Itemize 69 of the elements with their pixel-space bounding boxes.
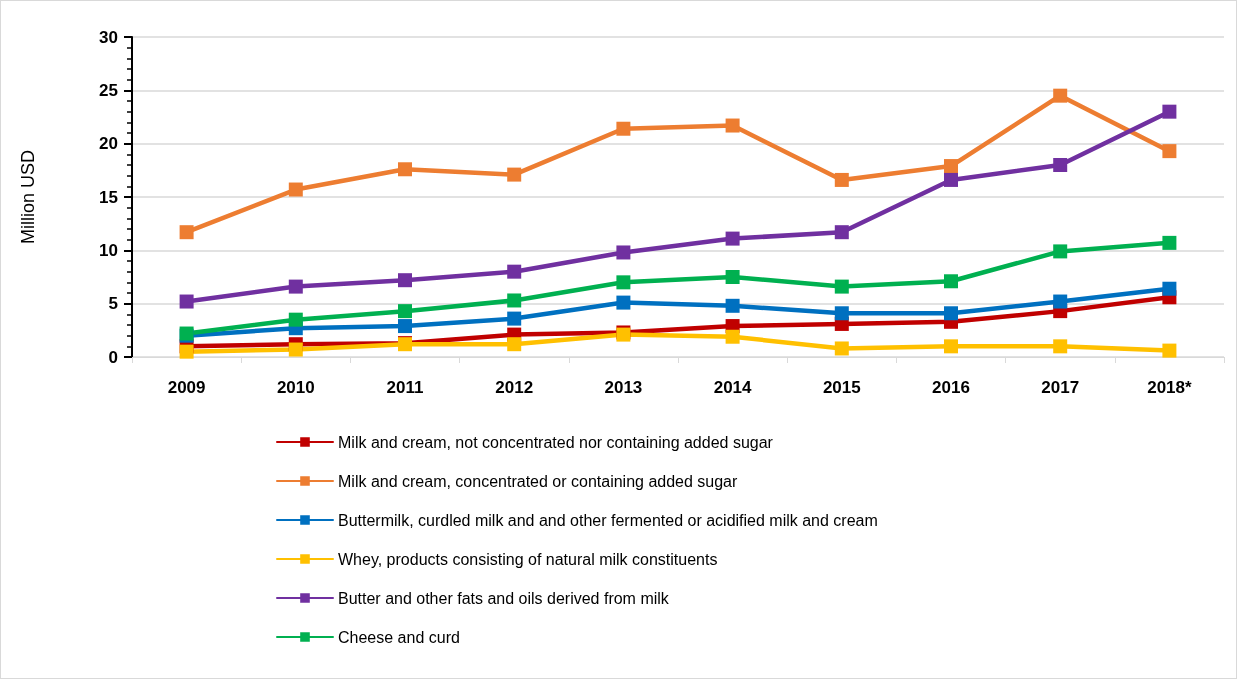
point xyxy=(1162,343,1177,358)
point xyxy=(507,311,522,326)
x-tick-label: 2016 xyxy=(932,378,970,397)
point xyxy=(398,319,412,334)
point xyxy=(179,344,194,359)
point xyxy=(1162,281,1177,296)
point xyxy=(288,182,303,197)
x-tick-label: 2018* xyxy=(1147,378,1192,397)
x-tick-label: 2009 xyxy=(167,378,206,397)
point xyxy=(507,264,522,279)
point xyxy=(834,306,849,321)
point xyxy=(616,275,631,290)
y-tick-label: 20 xyxy=(99,134,118,154)
point xyxy=(616,295,631,310)
point xyxy=(179,225,194,240)
point xyxy=(507,293,522,308)
point xyxy=(725,270,740,284)
point xyxy=(834,172,849,187)
y-tick-label: 0 xyxy=(108,347,118,367)
x-tick-label: 2013 xyxy=(604,378,643,397)
point xyxy=(725,231,740,246)
point xyxy=(1162,104,1177,119)
y-tick-label: 25 xyxy=(99,80,118,100)
point xyxy=(944,339,958,354)
point xyxy=(944,274,958,289)
x-tick-label: 2011 xyxy=(386,378,424,397)
point xyxy=(1053,88,1068,103)
point xyxy=(398,304,412,319)
y-tick-label: 5 xyxy=(108,294,118,314)
point xyxy=(507,337,522,352)
point xyxy=(1053,294,1068,309)
point xyxy=(834,341,849,356)
legend-label: Buttermilk, curdled milk and and other fermented or acidified milk and cream xyxy=(338,511,878,529)
point xyxy=(944,306,958,321)
point xyxy=(1053,339,1068,354)
legend-label: Cheese and curd xyxy=(338,628,460,646)
y-tick-label: 15 xyxy=(99,187,118,207)
point xyxy=(398,273,412,288)
point xyxy=(1162,235,1177,250)
point xyxy=(944,159,958,174)
x-tick-label: 2010 xyxy=(276,378,315,397)
y-tick-label: 10 xyxy=(99,240,118,260)
point xyxy=(725,329,740,344)
legend-label: Whey, products consisting of natural milk constituents xyxy=(338,550,718,568)
point xyxy=(288,312,303,327)
x-tick-label: 2014 xyxy=(713,378,753,397)
point xyxy=(725,298,740,313)
point xyxy=(1162,144,1177,159)
point xyxy=(398,162,412,177)
y-tick-label: 30 xyxy=(99,27,118,47)
legend-label: Milk and cream, concentrated or containing added sugar xyxy=(338,472,739,490)
point xyxy=(616,121,631,136)
point xyxy=(179,294,194,309)
legend-label: Butter and other fats and oils derived from milk xyxy=(338,589,670,607)
legend-label: Milk and cream, not concentrated nor containing added sugar xyxy=(338,433,774,451)
x-tick-label: 2015 xyxy=(822,378,861,397)
point xyxy=(288,279,303,294)
point xyxy=(725,118,740,133)
x-tick-label: 2017 xyxy=(1041,378,1080,397)
point xyxy=(834,225,849,240)
x-tick-label: 2012 xyxy=(495,378,534,397)
y-axis-title: Million USD xyxy=(18,149,38,245)
point xyxy=(1053,158,1068,172)
point xyxy=(1053,244,1068,259)
point xyxy=(507,167,522,182)
point xyxy=(288,342,303,357)
point xyxy=(944,172,958,187)
point xyxy=(834,279,849,294)
point xyxy=(616,245,631,260)
